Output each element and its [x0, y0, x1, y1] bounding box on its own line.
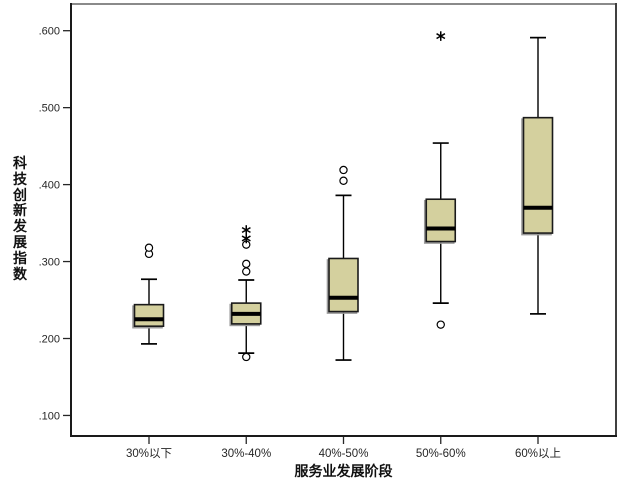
asterisk-stroke	[436, 33, 446, 40]
x-tick-label: 40%-50%	[319, 448, 369, 460]
asterisk-stroke	[241, 235, 251, 242]
box-iqr	[425, 198, 457, 243]
y-tick-label: .100	[39, 410, 60, 422]
outlier-circle	[242, 352, 251, 362]
outlier-circle	[242, 267, 251, 276]
box-group	[229, 225, 262, 444]
box-iqr	[522, 116, 554, 234]
extreme-asterisk	[241, 225, 251, 235]
extreme-asterisk	[436, 31, 446, 41]
x-tick-label: 50%-60%	[416, 448, 466, 460]
y-tick-label: .600	[39, 26, 60, 38]
x-tick-label: 30%以下	[126, 447, 172, 460]
x-axis-title: 服务业发展阶段	[294, 463, 393, 479]
box-group	[521, 36, 554, 444]
y-tick-label: .300	[39, 257, 60, 269]
box-group	[326, 165, 359, 444]
x-tick-label: 60%以上	[515, 447, 561, 460]
y-axis-title: 科技创新发展指数	[13, 155, 27, 282]
outlier-circle	[242, 259, 251, 269]
y-tick-label: .200	[39, 334, 60, 346]
outlier-circle	[339, 165, 348, 175]
y-tick-label: .500	[39, 103, 60, 115]
extreme-asterisk	[241, 233, 251, 244]
box-group	[423, 31, 457, 444]
box-iqr	[328, 257, 359, 313]
outlier-circle	[436, 320, 445, 329]
x-tick-label: 30%-40%	[221, 448, 271, 460]
y-tick-label: .400	[39, 180, 60, 192]
outlier-circle	[339, 176, 348, 185]
box-group	[132, 243, 165, 444]
outlier-circle	[144, 243, 154, 252]
asterisk-stroke	[241, 226, 251, 234]
box-iqr	[133, 303, 165, 327]
